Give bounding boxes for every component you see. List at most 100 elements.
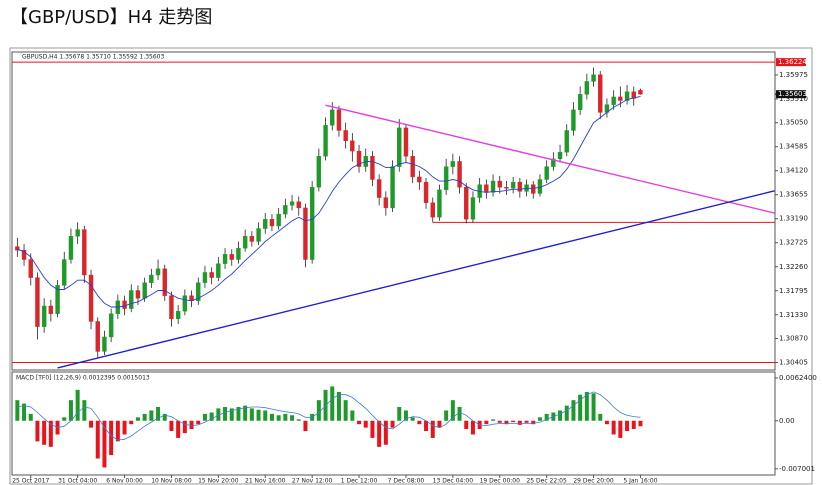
macd-bar (129, 420, 134, 425)
candle-body (510, 181, 516, 189)
macd-bar (263, 410, 268, 421)
signal-line (17, 391, 641, 441)
candle-body (598, 74, 603, 113)
macd-bar (196, 420, 201, 425)
y-tick-label: 1.32260 (779, 263, 808, 271)
macd-bar (611, 420, 616, 435)
y-tick-label: 1.34585 (779, 143, 808, 151)
trendline (57, 190, 775, 369)
outer-frame (9, 47, 813, 485)
y-tick-label: 0.0062400 (779, 374, 817, 382)
macd-bar (290, 415, 295, 421)
y-tick-label: 1.31795 (779, 287, 808, 295)
macd-bar (189, 420, 194, 429)
candle-body (276, 213, 281, 227)
macd-bar (517, 420, 522, 425)
candle-body (21, 250, 27, 260)
candle-body (356, 150, 362, 167)
macd-bar (524, 420, 529, 423)
candle-body (544, 166, 549, 180)
candle-body (403, 127, 409, 157)
macd-bar (142, 413, 147, 421)
macd-bar (437, 420, 442, 428)
candle-body (450, 161, 456, 167)
macd-bar (370, 420, 375, 438)
macd-bar (202, 413, 207, 421)
x-tick-label: 19 Dec 00:00 (480, 478, 521, 485)
candle-body (169, 295, 174, 320)
macd-bar (544, 413, 549, 421)
macd-bar (484, 420, 489, 425)
candle-body (577, 94, 583, 111)
macd-bar (537, 417, 542, 421)
page-title: 【GBP/USD】H4 走势图 (10, 7, 212, 28)
macd-bar (330, 386, 335, 421)
candle-body (497, 180, 502, 188)
macd-bar (89, 420, 94, 428)
candle-body (464, 187, 469, 220)
macd-bar (162, 413, 167, 421)
macd-bar (604, 420, 609, 425)
candle-body (108, 313, 114, 338)
macd-bar (497, 420, 502, 423)
candle-body (122, 300, 127, 309)
level-label-box (776, 58, 806, 67)
macd-bar (410, 417, 415, 421)
macd-bar (584, 391, 589, 421)
candle-body (638, 90, 643, 95)
macd-bar (303, 420, 308, 432)
candle-body (41, 305, 47, 327)
macd-bar (283, 413, 288, 421)
candle-body (303, 207, 308, 260)
macd-bar (350, 410, 355, 421)
macd-bar (182, 420, 187, 434)
y-tick-label: 0.00 (779, 417, 795, 425)
candle-body (269, 219, 275, 227)
y-tick-label: 1.31330 (779, 311, 808, 319)
trendline (325, 104, 775, 214)
price-pane (11, 51, 776, 371)
candle-body (209, 272, 214, 278)
candle-body (155, 268, 161, 276)
candle-body (102, 336, 107, 352)
macd-bar (35, 420, 40, 442)
macd-bar (115, 420, 120, 442)
macd-bar (276, 415, 281, 421)
candle-body (383, 197, 389, 209)
macd-bar (82, 400, 87, 421)
x-tick-label: 10 Nov 08:00 (151, 478, 192, 485)
candle-body (55, 285, 60, 314)
x-tick-label: 1 Dec 12:00 (341, 478, 378, 485)
candle-body (443, 166, 449, 191)
macd-bar (169, 420, 174, 432)
candle-body (296, 201, 301, 209)
macd-bar (417, 420, 422, 425)
macd-bar (558, 410, 563, 421)
candle-body (430, 202, 435, 218)
macd-bar (249, 408, 254, 421)
candle-body (376, 179, 382, 198)
candle-body (551, 158, 556, 167)
candle-body (631, 91, 636, 99)
macd-bar (48, 420, 53, 447)
candle-body (423, 181, 429, 203)
y-tick-label: -0.007001 (779, 465, 815, 473)
macd-bar (383, 420, 388, 445)
x-tick-label: 6 Nov 00:00 (106, 478, 143, 485)
macd-bar (571, 400, 576, 421)
macd-bar (598, 413, 603, 421)
macd-bar (216, 408, 221, 421)
macd-bar (223, 407, 228, 421)
candle-body (470, 197, 476, 220)
candle-body (175, 310, 181, 320)
candle-body (618, 96, 623, 101)
candle-body (28, 259, 33, 278)
candle-body (62, 259, 67, 286)
x-tick-label: 25 Dec 22:05 (526, 478, 567, 485)
macd-bar (22, 403, 27, 421)
x-tick-label: 13 Dec 04:00 (433, 478, 474, 485)
y-tick-label: 1.35510 (779, 95, 808, 103)
macd-bar (491, 419, 496, 421)
macd-bar (15, 400, 20, 421)
candle-body (336, 109, 342, 131)
